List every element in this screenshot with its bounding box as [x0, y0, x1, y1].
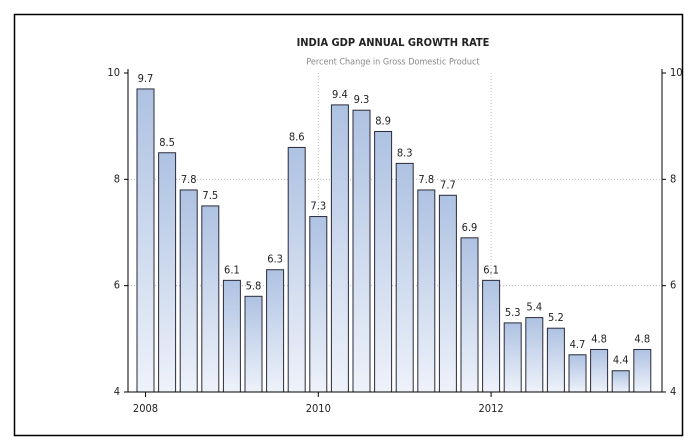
- value-label: 8.6: [289, 130, 305, 143]
- x-tick-label: 2010: [306, 402, 331, 415]
- bar: [590, 348, 609, 393]
- bar: [158, 152, 177, 393]
- bar: [352, 109, 371, 393]
- chart-title: INDIA GDP ANNUAL GROWTH RATE: [297, 36, 490, 49]
- bar: [417, 189, 436, 393]
- bar: [374, 130, 393, 393]
- y-tick-label: 8: [114, 172, 120, 185]
- bar: [546, 327, 565, 393]
- bar: [136, 88, 155, 393]
- value-label: 7.8: [418, 173, 434, 186]
- bar: [438, 194, 457, 393]
- value-label: 7.5: [202, 189, 218, 202]
- bar: [309, 216, 328, 393]
- y2-tick-label: 4: [670, 385, 676, 398]
- value-label: 6.9: [462, 221, 478, 234]
- value-label: 7.8: [181, 173, 197, 186]
- bar: [330, 104, 349, 393]
- value-label: 8.9: [375, 114, 391, 127]
- value-label: 6.3: [267, 253, 283, 266]
- bar: [266, 269, 285, 393]
- bar: [179, 189, 198, 393]
- bar: [568, 354, 587, 393]
- y-tick-label: 6: [114, 279, 120, 292]
- value-label: 6.1: [224, 263, 240, 276]
- bar: [460, 237, 479, 393]
- y-tick-label: 10: [107, 66, 120, 79]
- value-label: 8.5: [159, 136, 175, 149]
- value-label: 4.4: [613, 354, 629, 367]
- bar: [287, 146, 306, 393]
- value-label: 5.4: [526, 301, 542, 314]
- bar: [222, 279, 241, 393]
- value-label: 4.8: [634, 332, 650, 345]
- value-label: 5.3: [505, 306, 521, 319]
- value-label: 5.2: [548, 311, 564, 324]
- value-label: 9.7: [138, 72, 154, 85]
- bar: [482, 279, 501, 393]
- value-label: 7.3: [310, 200, 326, 213]
- x-tick-label: 2012: [479, 402, 504, 415]
- value-label: 9.3: [354, 93, 370, 106]
- x-tick-label: 2008: [133, 402, 158, 415]
- value-label: 8.3: [397, 146, 413, 159]
- y2-tick-label: 6: [670, 279, 676, 292]
- value-label: 6.1: [483, 263, 499, 276]
- y2-tick-label: 10: [670, 66, 683, 79]
- value-label: 9.4: [332, 88, 348, 101]
- value-label: 5.8: [246, 279, 262, 292]
- bar: [525, 317, 544, 393]
- bar: [503, 322, 522, 393]
- value-label: 4.7: [570, 338, 586, 351]
- chart-subtitle: Percent Change in Gross Domestic Product: [306, 58, 479, 68]
- bar: [244, 295, 263, 393]
- y2-tick-label: 8: [670, 172, 676, 185]
- bar: [395, 162, 414, 393]
- value-label: 7.7: [440, 178, 456, 191]
- bar: [633, 348, 652, 393]
- bar: [611, 370, 630, 393]
- value-label: 4.8: [591, 332, 607, 345]
- y-tick-label: 4: [114, 385, 120, 398]
- bar: [201, 205, 220, 393]
